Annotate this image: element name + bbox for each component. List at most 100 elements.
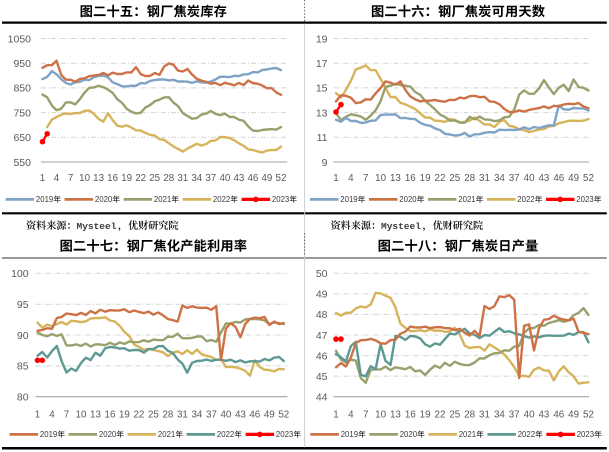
- svg-text:2021: 2021: [459, 430, 476, 439]
- svg-text:49: 49: [264, 410, 275, 421]
- svg-text:7: 7: [363, 173, 368, 184]
- svg-text:2020: 2020: [99, 430, 117, 439]
- svg-text:46: 46: [553, 410, 564, 421]
- svg-text:46: 46: [247, 173, 258, 184]
- svg-text:2022: 2022: [517, 195, 534, 204]
- svg-text:43: 43: [538, 410, 549, 421]
- svg-text:650: 650: [13, 132, 31, 144]
- svg-text:2020: 2020: [400, 430, 418, 439]
- svg-text:13: 13: [316, 107, 328, 119]
- svg-text:49: 49: [316, 289, 328, 301]
- svg-text:2019: 2019: [40, 430, 57, 439]
- svg-text:16: 16: [107, 173, 118, 184]
- svg-text:2023: 2023: [577, 430, 594, 439]
- svg-text:7: 7: [68, 173, 73, 184]
- svg-text:4: 4: [54, 173, 60, 184]
- svg-text:19: 19: [121, 173, 132, 184]
- svg-text:85: 85: [17, 361, 29, 373]
- svg-text:16: 16: [405, 410, 416, 421]
- svg-text:44: 44: [316, 392, 328, 404]
- svg-text:7: 7: [64, 410, 69, 421]
- svg-text:1: 1: [35, 410, 40, 421]
- svg-text:13: 13: [93, 173, 104, 184]
- svg-text:Mysteel: Mysteel: [77, 221, 117, 232]
- svg-text:2020: 2020: [399, 195, 417, 204]
- svg-text:2019: 2019: [340, 195, 357, 204]
- svg-text:37: 37: [205, 173, 216, 184]
- svg-text:1: 1: [333, 410, 338, 421]
- svg-text:37: 37: [206, 410, 217, 421]
- svg-text:25: 25: [449, 410, 460, 421]
- svg-text:40: 40: [524, 410, 535, 421]
- svg-text:52: 52: [583, 410, 594, 421]
- svg-text:34: 34: [191, 410, 202, 421]
- svg-text:40: 40: [219, 173, 230, 184]
- svg-text:90: 90: [17, 330, 29, 342]
- svg-text:49: 49: [568, 173, 579, 184]
- svg-text:100: 100: [11, 268, 29, 280]
- svg-text:31: 31: [177, 173, 188, 184]
- svg-text:31: 31: [479, 173, 490, 184]
- svg-text:2022: 2022: [518, 430, 535, 439]
- svg-text:2023: 2023: [276, 430, 293, 439]
- svg-text:28: 28: [162, 410, 173, 421]
- svg-text:13: 13: [390, 410, 401, 421]
- svg-text:19: 19: [420, 173, 431, 184]
- svg-text:25: 25: [149, 173, 160, 184]
- svg-text:2021: 2021: [458, 195, 475, 204]
- svg-text:31: 31: [177, 410, 188, 421]
- svg-text:4: 4: [49, 410, 55, 421]
- svg-text:37: 37: [509, 173, 520, 184]
- svg-text:2020: 2020: [95, 195, 113, 204]
- svg-text:2019: 2019: [341, 430, 358, 439]
- svg-text:40: 40: [524, 173, 535, 184]
- svg-text:45: 45: [316, 371, 328, 383]
- svg-text:13: 13: [90, 410, 101, 421]
- svg-text:43: 43: [235, 410, 246, 421]
- svg-text:2019: 2019: [36, 195, 53, 204]
- svg-text:95: 95: [17, 299, 29, 311]
- svg-text:46: 46: [249, 410, 260, 421]
- svg-text:2023: 2023: [272, 195, 289, 204]
- svg-text:2022: 2022: [217, 430, 234, 439]
- svg-text:1050: 1050: [8, 33, 32, 45]
- svg-text:17: 17: [316, 58, 328, 70]
- svg-text:19: 19: [316, 33, 328, 45]
- svg-text:34: 34: [494, 410, 505, 421]
- svg-text:13: 13: [390, 173, 401, 184]
- svg-text:48: 48: [316, 309, 328, 321]
- svg-text:10: 10: [375, 173, 386, 184]
- svg-text:46: 46: [553, 173, 564, 184]
- svg-text:10: 10: [375, 410, 386, 421]
- svg-text:4: 4: [348, 173, 354, 184]
- svg-text:28: 28: [464, 173, 475, 184]
- svg-text:850: 850: [13, 83, 31, 95]
- svg-text:52: 52: [276, 173, 287, 184]
- svg-text:25: 25: [148, 410, 159, 421]
- svg-text:49: 49: [568, 410, 579, 421]
- svg-text:46: 46: [316, 350, 328, 362]
- svg-text:4: 4: [348, 410, 354, 421]
- svg-text:2022: 2022: [213, 195, 230, 204]
- svg-text:22: 22: [435, 410, 446, 421]
- svg-text:1: 1: [40, 173, 45, 184]
- svg-text:10: 10: [79, 173, 90, 184]
- svg-text:52: 52: [278, 410, 289, 421]
- svg-text:37: 37: [509, 410, 520, 421]
- svg-text:550: 550: [13, 157, 31, 169]
- svg-text:43: 43: [233, 173, 244, 184]
- svg-text:16: 16: [405, 173, 416, 184]
- svg-text:1: 1: [333, 173, 338, 184]
- svg-text:950: 950: [13, 58, 31, 70]
- svg-text:52: 52: [583, 173, 594, 184]
- svg-text:34: 34: [494, 173, 505, 184]
- svg-text:15: 15: [316, 83, 328, 95]
- svg-text:2021: 2021: [154, 195, 171, 204]
- svg-text:19: 19: [119, 410, 130, 421]
- svg-text:2023: 2023: [576, 195, 593, 204]
- svg-text:2021: 2021: [158, 430, 175, 439]
- svg-text:750: 750: [13, 107, 31, 119]
- svg-text:28: 28: [163, 173, 174, 184]
- svg-text:31: 31: [479, 410, 490, 421]
- svg-text:28: 28: [464, 410, 475, 421]
